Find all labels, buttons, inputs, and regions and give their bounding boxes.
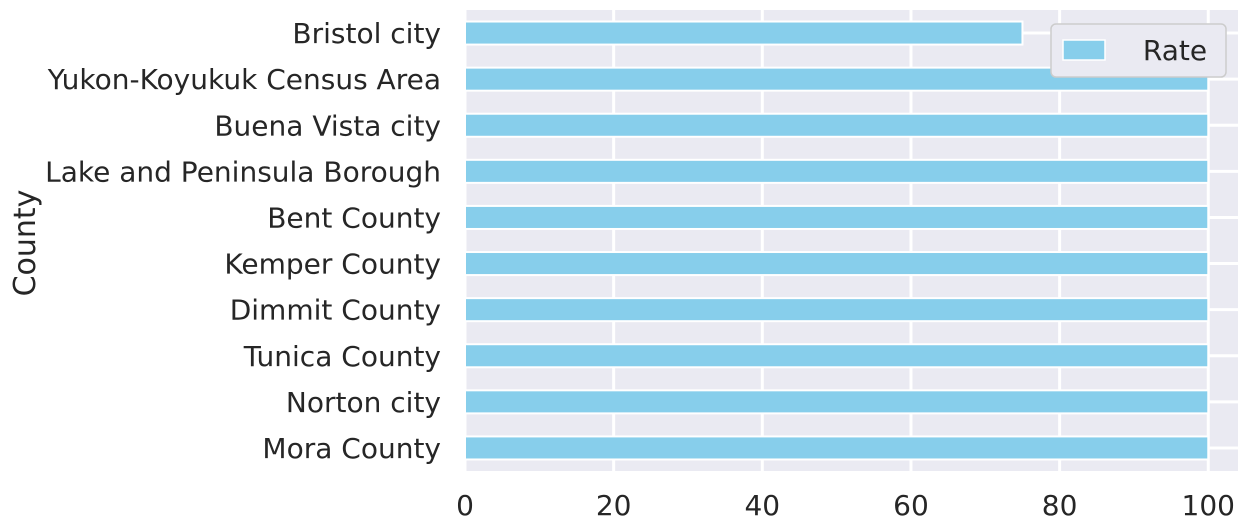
y-tick-label: Kemper County	[224, 248, 441, 281]
legend-swatch	[1062, 39, 1106, 61]
x-tick-label: 80	[1042, 489, 1078, 522]
legend-box	[1050, 23, 1227, 78]
bar	[464, 435, 1210, 461]
x-tick-label: 100	[1182, 489, 1235, 522]
x-tick-label: 40	[744, 489, 780, 522]
y-tick-label: Bristol city	[292, 17, 441, 50]
bar	[464, 251, 1210, 277]
x-tick-label: 0	[456, 489, 474, 522]
bar	[464, 112, 1210, 138]
bars	[464, 20, 1210, 461]
x-tick-labels: 0 20 40 60 80 100	[456, 489, 1235, 522]
y-tick-label: Dimmit County	[230, 294, 441, 327]
bar	[464, 66, 1210, 92]
bar	[464, 389, 1210, 415]
y-tick-label: Norton city	[286, 386, 441, 419]
legend-label: Rate	[1143, 34, 1207, 67]
y-tick-label: Buena Vista city	[214, 109, 441, 142]
x-tick-label: 20	[596, 489, 632, 522]
y-tick-label: Bent County	[267, 201, 441, 234]
y-axis-label: County	[8, 190, 43, 297]
bar	[464, 158, 1210, 184]
bar	[464, 20, 1024, 46]
y-tick-label: Mora County	[262, 432, 441, 465]
bar	[464, 204, 1210, 230]
bar	[464, 343, 1210, 369]
y-tick-label: Yukon-Koyukuk Census Area	[47, 63, 441, 96]
legend: Rate	[1050, 23, 1227, 78]
x-tick-label: 60	[893, 489, 929, 522]
y-tick-labels: Bristol city Yukon-Koyukuk Census Area Bue…	[45, 17, 441, 465]
y-tick-label: Lake and Peninsula Borough	[45, 155, 441, 188]
bar	[464, 297, 1210, 323]
y-tick-label: Tunica County	[243, 340, 441, 373]
